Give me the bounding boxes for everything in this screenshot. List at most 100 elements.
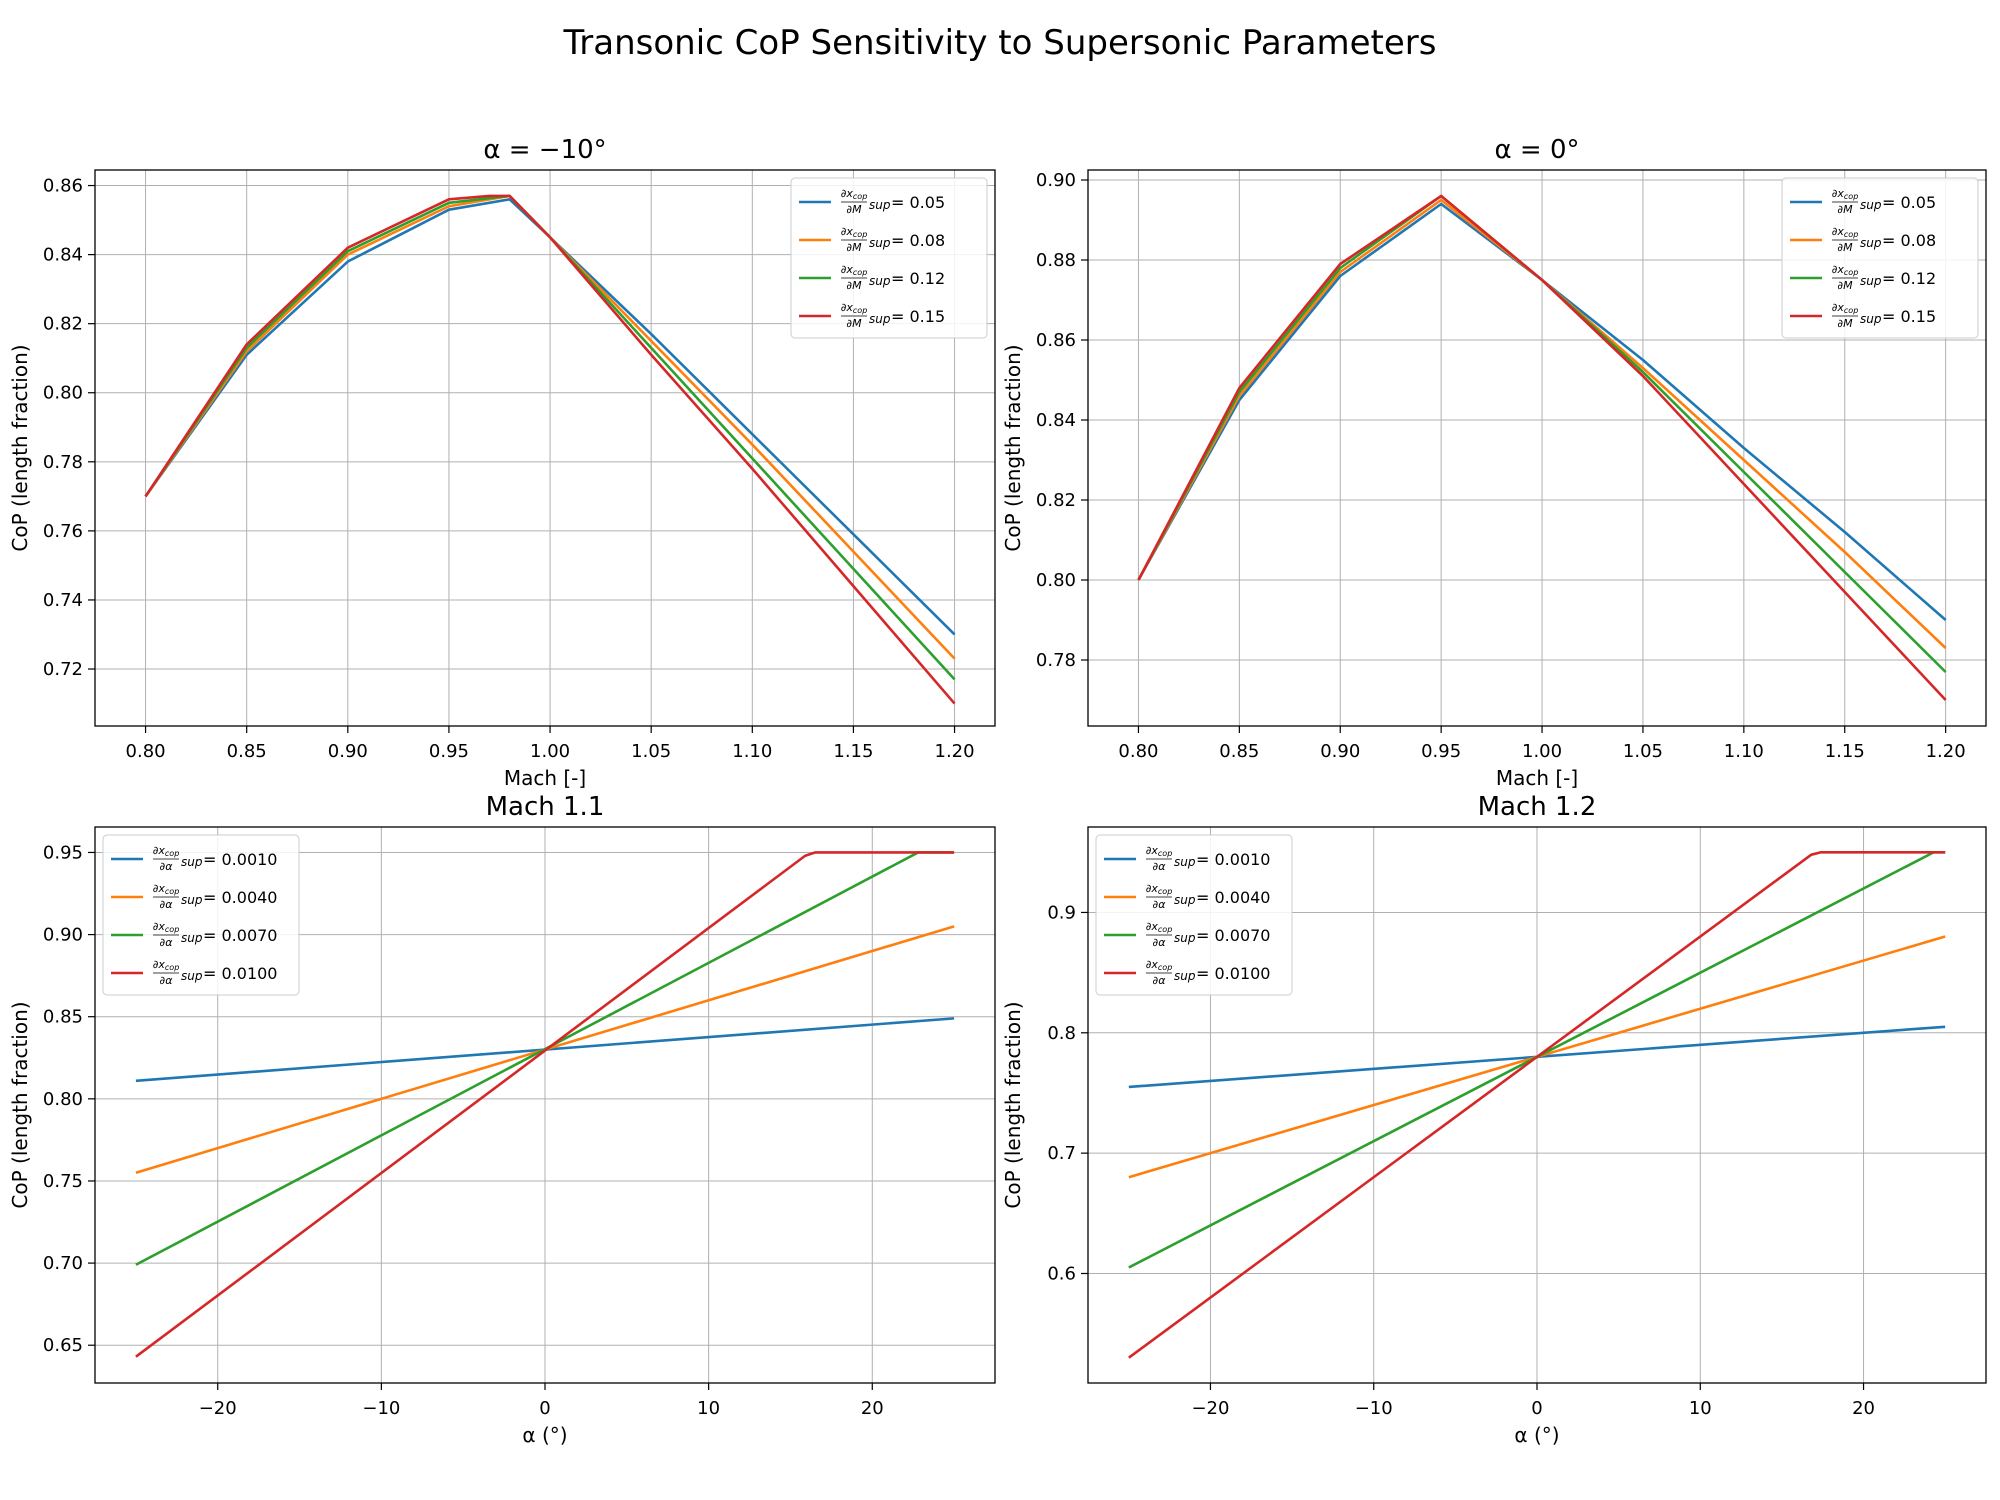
series-line-4 — [1128, 850, 1946, 1359]
legend-fraction-denominator: ∂M — [846, 203, 862, 216]
legend-entry-label: = 0.0100 — [203, 964, 277, 983]
subplot-title: Mach 1.2 — [1478, 792, 1597, 822]
y-tick-label: 0.80 — [1036, 570, 1076, 591]
legend-fraction-numerator-sub: cop — [1844, 268, 1858, 277]
series-line-4 — [135, 851, 955, 1358]
gridlines — [95, 170, 995, 726]
legend-fraction-denominator: ∂α — [160, 860, 174, 873]
legend-subscript: sup — [1860, 198, 1882, 212]
y-tick-label: 0.75 — [43, 1171, 83, 1192]
y-axis-label: CoP (length fraction) — [8, 1001, 32, 1208]
legend-fraction-numerator-sub: cop — [165, 925, 179, 934]
legend-fraction-numerator-sub: cop — [1158, 849, 1172, 858]
x-axis-label: α (°) — [522, 1423, 567, 1447]
series-group — [1128, 850, 1946, 1359]
y-tick-label: 0.65 — [43, 1335, 83, 1356]
legend-fraction-denominator: ∂α — [1153, 898, 1167, 911]
x-tick-label: 0.85 — [1219, 741, 1259, 762]
legend-entry-label: = 0.0040 — [1196, 888, 1270, 907]
legend-box — [102, 834, 300, 996]
legend-box — [1781, 177, 1979, 339]
legend-fraction-denominator: ∂M — [846, 317, 862, 330]
legend-fraction-denominator: ∂M — [1837, 203, 1853, 216]
x-axis-label: α (°) — [1514, 1423, 1559, 1447]
axes-frame — [1087, 169, 1987, 727]
y-tick-label: 0.74 — [43, 590, 83, 611]
x-tick-label: 1.05 — [1623, 741, 1663, 762]
x-tick-label: −20 — [199, 1398, 237, 1419]
x-axis-label: Mach [-] — [1496, 766, 1578, 790]
y-tick-label: 0.8 — [1047, 1023, 1076, 1044]
legend-entry-label: = 0.15 — [891, 307, 945, 326]
legend-subscript: sup — [869, 198, 891, 212]
legend-subscript: sup — [181, 931, 203, 945]
x-tick-label: 0 — [539, 1398, 550, 1419]
x-tick-label: 1.00 — [1522, 741, 1562, 762]
x-tick-label: 1.20 — [1926, 741, 1966, 762]
x-tick-label: 20 — [861, 1398, 884, 1419]
x-tick-label: 0 — [1531, 1398, 1542, 1419]
legend-entry-label: = 0.0070 — [203, 926, 277, 945]
y-tick-label: 0.80 — [43, 1089, 83, 1110]
x-tick-label: 0.90 — [328, 741, 368, 762]
chart-2: 0.80 0.85 0.90 0.95 1.00 1.05 1.10 1.15 1.20 0.78… — [1001, 135, 1987, 790]
legend-fraction-numerator-sub: cop — [1844, 306, 1858, 315]
legend-fraction-denominator: ∂M — [1837, 317, 1853, 330]
legend-fraction-numerator-sub: cop — [853, 192, 867, 201]
x-tick-label: 0.80 — [1118, 741, 1158, 762]
y-axis-label: CoP (length fraction) — [8, 344, 32, 551]
legend-entry-label: = 0.05 — [891, 193, 945, 212]
series-line-4 — [1137, 194, 1947, 701]
series-group — [144, 194, 956, 705]
legend-subscript: sup — [1860, 312, 1882, 326]
y-tick-label: 0.85 — [43, 1007, 83, 1028]
legend-fraction-denominator: ∂α — [160, 936, 174, 949]
subplot-title: α = −10° — [483, 135, 606, 165]
y-tick-label: 0.84 — [1036, 410, 1076, 431]
legend-subscript: sup — [181, 969, 203, 983]
legend-fraction-denominator: ∂M — [1837, 279, 1853, 292]
y-tick-label: 0.84 — [43, 245, 83, 266]
legend: ∂xcop∂α sup = 0.0010∂xcop∂α sup = 0.0040∂xco… — [1095, 834, 1293, 996]
legend-subscript: sup — [1174, 969, 1196, 983]
x-tick-label: 1.15 — [833, 741, 873, 762]
chart-4: −20 −10 0 10 20 0.6 0.7 0.8 0.9 α (°) CoP (length … — [1001, 792, 1987, 1447]
legend-subscript: sup — [181, 893, 203, 907]
legend-fraction-numerator-sub: cop — [1844, 192, 1858, 201]
y-tick-label: 0.72 — [43, 659, 83, 680]
y-tick-label: 0.90 — [43, 925, 83, 946]
legend-fraction-denominator: ∂α — [1153, 936, 1167, 949]
legend-entry-label: = 0.12 — [1882, 269, 1936, 288]
y-tick-label: 0.88 — [1036, 250, 1076, 271]
x-tick-label: 20 — [1852, 1398, 1875, 1419]
x-tick-label: 0.85 — [227, 741, 267, 762]
legend-subscript: sup — [1174, 931, 1196, 945]
legend-subscript: sup — [869, 312, 891, 326]
legend-fraction-numerator-sub: cop — [165, 849, 179, 858]
legend-subscript: sup — [1174, 893, 1196, 907]
axes-frame — [94, 169, 996, 727]
legend-entry-label: = 0.0010 — [203, 850, 277, 869]
y-tick-label: 0.95 — [43, 842, 83, 863]
y-tick-label: 0.82 — [43, 314, 83, 335]
legend-fraction-numerator-sub: cop — [853, 268, 867, 277]
legend-fraction-denominator: ∂M — [846, 279, 862, 292]
chart-3: −20 −10 0 10 20 0.65 0.70 0.75 0.80 0.85 0.90 0.95 α… — [8, 792, 996, 1447]
legend-box — [790, 177, 988, 339]
y-tick-label: 0.86 — [1036, 330, 1076, 351]
legend-entry-label: = 0.0040 — [203, 888, 277, 907]
legend-fraction-denominator: ∂α — [160, 974, 174, 987]
legend-entry-label: = 0.05 — [1882, 193, 1936, 212]
legend-fraction-denominator: ∂M — [1837, 241, 1853, 254]
series-group — [135, 851, 955, 1358]
legend-fraction-denominator: ∂α — [1153, 974, 1167, 987]
legend-fraction-denominator: ∂α — [1153, 860, 1167, 873]
series-group — [1137, 194, 1947, 701]
x-tick-label: 1.15 — [1825, 741, 1865, 762]
y-tick-label: 0.6 — [1047, 1263, 1076, 1284]
y-tick-label: 0.78 — [43, 452, 83, 473]
legend-entry-label: = 0.0100 — [1196, 964, 1270, 983]
figure-title: Transonic CoP Sensitivity to Supersonic … — [563, 23, 1437, 63]
legend-subscript: sup — [1860, 236, 1882, 250]
